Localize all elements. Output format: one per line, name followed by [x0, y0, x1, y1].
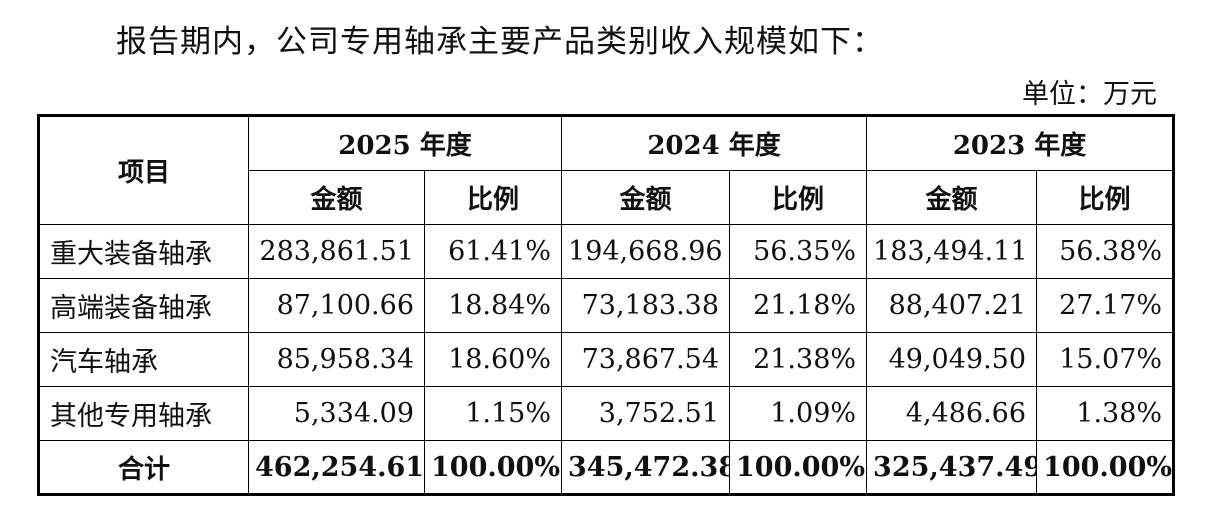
total-amount-cell: 462,254.61 [248, 440, 425, 495]
amount-cell: 194,668.96 [561, 224, 731, 279]
ratio-cell: 18.84% [423, 278, 563, 333]
ratio-header: 比例 [729, 170, 868, 225]
table-row: 汽车轴承 85,958.34 18.60% 73,867.54 21.38% 4… [38, 332, 1175, 387]
row-label: 重大装备轴承 [38, 224, 249, 279]
ratio-cell: 61.41% [423, 224, 563, 279]
amount-cell: 73,183.38 [561, 278, 731, 333]
ratio-cell: 56.35% [729, 224, 868, 279]
ratio-cell: 27.17% [1036, 278, 1175, 333]
ratio-header: 比例 [423, 170, 563, 225]
ratio-cell: 18.60% [423, 332, 563, 387]
amount-header: 金额 [866, 170, 1038, 225]
amount-cell: 49,049.50 [866, 332, 1038, 387]
year-header: 2025 年度 [247, 115, 563, 171]
total-ratio-cell: 100.00% [423, 440, 563, 495]
row-label: 高端装备轴承 [38, 278, 249, 333]
amount-cell: 73,867.54 [561, 332, 731, 387]
amount-cell: 3,752.51 [561, 386, 731, 441]
ratio-cell: 15.07% [1036, 332, 1175, 387]
revenue-table: 项目 2025 年度 2024 年度 2023 年度 金额 比例 金额 比例 金… [37, 114, 1176, 496]
total-amount-cell: 325,437.49 [866, 440, 1038, 495]
amount-cell: 4,486.66 [866, 386, 1038, 441]
total-ratio-cell: 100.00% [729, 440, 868, 495]
ratio-cell: 1.15% [423, 386, 563, 441]
unit-label: 单位：万元 [1022, 79, 1157, 110]
year-header: 2024 年度 [561, 115, 868, 171]
item-header: 项目 [38, 115, 249, 225]
ratio-cell: 56.38% [1036, 224, 1175, 279]
amount-cell: 88,407.21 [866, 278, 1038, 333]
total-label: 合计 [38, 440, 249, 495]
header-row-years: 项目 2025 年度 2024 年度 2023 年度 [38, 115, 1175, 225]
total-amount-cell: 345,472.38 [561, 440, 731, 495]
ratio-header: 比例 [1036, 170, 1175, 225]
ratio-cell: 1.09% [729, 386, 868, 441]
amount-cell: 5,334.09 [248, 386, 425, 441]
row-label: 汽车轴承 [38, 332, 249, 387]
amount-header: 金额 [561, 170, 731, 225]
year-header: 2023 年度 [866, 115, 1175, 171]
table-row: 重大装备轴承 283,861.51 61.41% 194,668.96 56.3… [38, 224, 1175, 279]
table-row: 高端装备轴承 87,100.66 18.84% 73,183.38 21.18%… [38, 278, 1175, 333]
ratio-cell: 21.18% [729, 278, 868, 333]
intro-paragraph: 报告期内，公司专用轴承主要产品类别收入规模如下： [116, 24, 884, 60]
amount-header: 金额 [248, 170, 425, 225]
table-row: 其他专用轴承 5,334.09 1.15% 3,752.51 1.09% 4,4… [38, 386, 1175, 441]
total-row: 合计 462,254.61 100.00% 345,472.38 100.00%… [38, 440, 1175, 495]
amount-cell: 87,100.66 [248, 278, 425, 333]
total-ratio-cell: 100.00% [1036, 440, 1175, 495]
amount-cell: 183,494.11 [866, 224, 1038, 279]
row-label: 其他专用轴承 [38, 386, 249, 441]
amount-cell: 283,861.51 [248, 224, 425, 279]
ratio-cell: 21.38% [729, 332, 868, 387]
amount-cell: 85,958.34 [248, 332, 425, 387]
ratio-cell: 1.38% [1036, 386, 1175, 441]
